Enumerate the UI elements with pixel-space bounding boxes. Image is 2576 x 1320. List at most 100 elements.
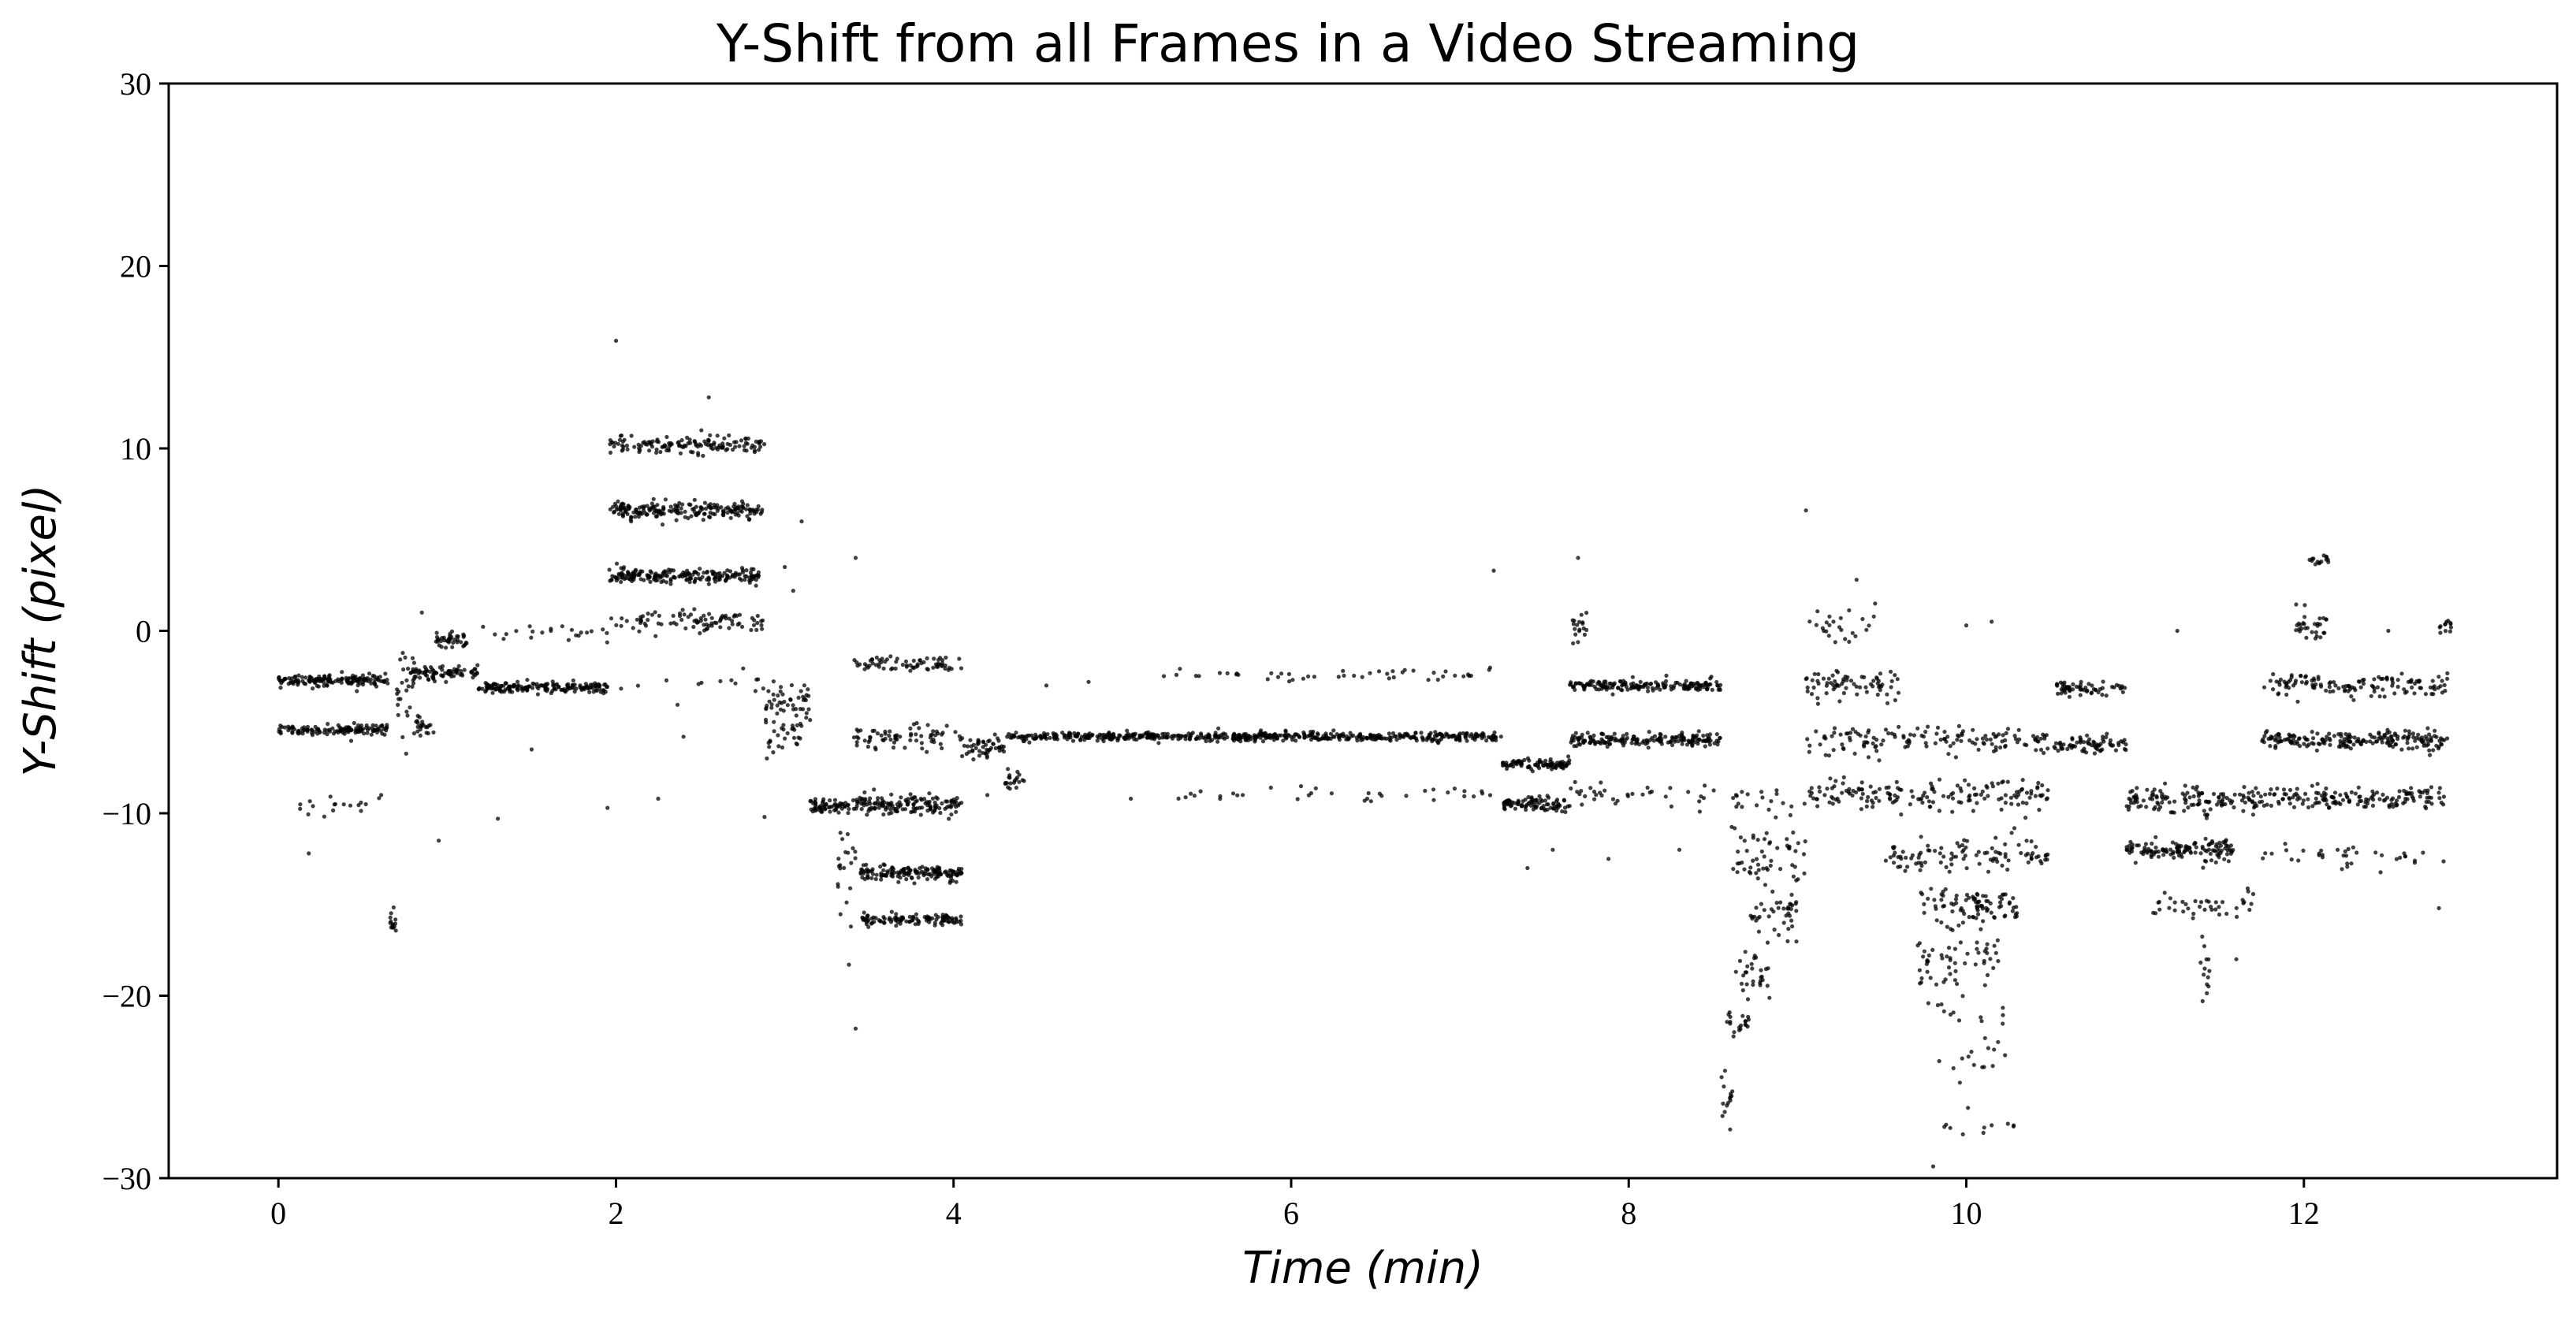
data-point (1833, 798, 1838, 802)
data-point (1348, 731, 1353, 735)
data-point (2023, 742, 2027, 747)
data-point (2222, 857, 2227, 861)
data-point (707, 612, 712, 616)
data-point (769, 705, 774, 710)
data-point (1436, 741, 1441, 746)
data-point (889, 909, 894, 914)
data-point (2085, 688, 2090, 693)
data-point (693, 576, 698, 581)
data-point (1837, 625, 1842, 630)
data-point (2096, 690, 2101, 695)
data-point (2172, 810, 2176, 815)
data-point (702, 571, 706, 575)
data-point (451, 640, 456, 645)
data-point (1672, 683, 1677, 688)
data-point (2203, 848, 2208, 853)
data-point (1984, 946, 1989, 951)
data-point (1573, 632, 1578, 637)
data-point (1055, 737, 1060, 742)
data-point (313, 680, 318, 686)
data-point (745, 514, 750, 519)
data-point (686, 441, 691, 446)
data-point (1754, 871, 1759, 876)
data-point (1644, 742, 1648, 746)
data-point (1949, 792, 1954, 797)
data-point (2224, 852, 2230, 857)
data-point (683, 509, 687, 514)
data-point (461, 634, 466, 639)
data-point (444, 679, 449, 685)
data-point (2405, 741, 2410, 746)
data-point (2013, 737, 2018, 742)
data-point (1781, 906, 1786, 911)
data-point (739, 566, 745, 571)
data-point (713, 511, 717, 517)
data-point (1754, 918, 1759, 923)
data-point (661, 506, 666, 511)
data-point (838, 912, 843, 917)
data-point (1871, 684, 1875, 689)
data-point (1950, 909, 1955, 914)
data-point (2364, 739, 2369, 745)
data-point (2180, 854, 2184, 859)
data-point (1728, 1021, 1733, 1026)
data-point (2136, 843, 2141, 848)
data-point (389, 911, 393, 916)
data-point (2148, 796, 2153, 801)
data-point (2357, 794, 2362, 800)
data-point (1163, 731, 1167, 736)
data-point (2217, 794, 2221, 800)
data-point (765, 756, 769, 761)
data-point (658, 449, 663, 455)
data-point (649, 442, 653, 447)
data-point (776, 744, 781, 749)
data-point (1372, 737, 1377, 742)
data-point (2200, 844, 2205, 850)
data-point (1534, 798, 1539, 802)
data-point (2029, 791, 2034, 796)
data-point (1755, 862, 1761, 867)
data-point (1576, 737, 1581, 742)
data-point (898, 804, 903, 809)
data-point (677, 443, 683, 448)
data-point (1742, 838, 1747, 843)
data-point (1247, 734, 1252, 739)
data-point (2069, 746, 2074, 750)
data-point (1630, 675, 1635, 679)
data-point (2427, 732, 2432, 737)
data-point (1986, 794, 1990, 798)
data-point (2316, 791, 2321, 796)
data-point (1867, 728, 1871, 733)
data-point (1755, 803, 1759, 808)
data-point (2315, 731, 2320, 736)
data-point (2429, 795, 2433, 800)
data-point (686, 615, 691, 619)
data-point (1843, 637, 1848, 641)
data-point (1615, 798, 1620, 803)
data-point (895, 870, 900, 875)
data-point (1863, 734, 1868, 739)
data-point (744, 448, 749, 453)
data-point (1930, 947, 1935, 952)
data-point (1982, 961, 1986, 965)
data-point (1761, 866, 1766, 871)
data-point (1759, 902, 1763, 906)
data-point (1714, 738, 1719, 743)
data-point (2205, 812, 2209, 817)
data-point (1957, 1080, 1962, 1085)
data-point (464, 641, 469, 645)
data-point (2034, 748, 2038, 753)
data-point (628, 574, 634, 578)
data-point (940, 746, 944, 751)
data-point (302, 725, 307, 730)
data-point (1661, 682, 1666, 688)
data-point (1958, 908, 1963, 913)
data-point (951, 869, 955, 874)
data-point (1975, 904, 1979, 909)
chart-title: Y-Shift from all Frames in a Video Strea… (716, 13, 1859, 74)
data-point (1014, 777, 1018, 782)
data-point (2209, 838, 2214, 844)
data-point (1826, 634, 1831, 638)
data-point (1781, 801, 1785, 805)
data-point (1905, 744, 1910, 749)
